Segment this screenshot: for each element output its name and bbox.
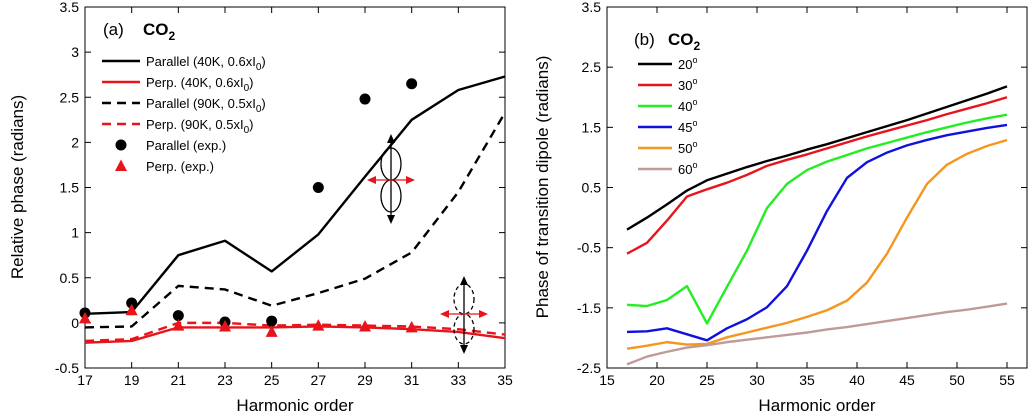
series-3-line [626, 123, 1008, 342]
x-tick-label: 25 [264, 372, 280, 388]
series-2-line [84, 111, 507, 329]
legend-label: Parallel (40K, 0.6xI0) [146, 54, 266, 73]
series-5-point [265, 325, 278, 337]
series-4-point [406, 78, 418, 90]
panel-a-legend: Parallel (40K, 0.6xI0) Perp. (40K, 0.6xI0… [102, 54, 266, 174]
panel-b-ylabel: Phase of transition dipole (radians) [533, 56, 552, 319]
y-tick-label: 0 [71, 315, 79, 331]
series-4-point [266, 315, 278, 327]
y-tick-label: 1.5 [60, 180, 80, 196]
y-tick-label: 0.5 [582, 180, 602, 196]
series-5-point [219, 319, 231, 332]
x-tick-label: 50 [949, 372, 965, 388]
legend-marker [115, 159, 127, 171]
y-tick-label: 3.5 [60, 0, 80, 15]
series-4-line [626, 138, 1008, 350]
series-5-line [626, 302, 1008, 366]
series-0-line [84, 75, 506, 316]
panel-b: 15 20 25 30 35 40 45 50 55 -2.5 -1.5 -0.5 0.5 1.5 2.5 3… [533, 0, 1028, 415]
panel-a-molecule: CO2 [143, 20, 176, 43]
panel-b-series [626, 85, 1008, 366]
legend-label: 20o [678, 55, 697, 72]
x-tick-label: 29 [357, 372, 373, 388]
x-tick-label: 20 [649, 372, 665, 388]
legend-label: Parallel (90K, 0.5xI0) [146, 96, 266, 115]
series-4-point [126, 297, 138, 309]
legend-label: Perp. (exp.) [146, 159, 214, 174]
panel-b-ticks: 15 20 25 30 35 40 45 50 55 -2.5 -1.5 -0.5 0.5 1.5 2.5 3… [577, 0, 1027, 388]
legend-label: 50o [678, 139, 697, 156]
series-3-line [84, 321, 506, 343]
y-tick-label: 2 [71, 134, 79, 150]
series-1-line [84, 325, 506, 344]
panel-a-series [79, 75, 507, 344]
panel-b-xlabel: Harmonic order [758, 396, 875, 415]
series-4-point [312, 182, 324, 193]
x-tick-label: 31 [404, 372, 420, 388]
legend-label: 60o [678, 160, 697, 177]
y-tick-label: 1.5 [582, 119, 602, 135]
x-tick-label: 30 [749, 372, 765, 388]
series-1-line [626, 96, 1008, 255]
panel-b-molecule: CO2 [668, 30, 701, 53]
legend-label: 40o [678, 97, 697, 114]
series-5-point [359, 319, 371, 332]
panel-a-ylabel: Relative phase (radians) [8, 95, 27, 279]
series-5-point [125, 303, 138, 316]
x-tick-label: 25 [699, 372, 715, 388]
y-tick-label: 2.5 [60, 89, 80, 105]
parallel-orbital-schematic [367, 134, 415, 224]
legend-label: Perp. (40K, 0.6xI0) [146, 75, 253, 94]
series-0-line [626, 85, 1008, 231]
x-tick-label: 19 [124, 372, 140, 388]
panel-b-label: (b) [634, 30, 655, 49]
legend-label: Parallel (exp.) [146, 138, 226, 153]
x-tick-label: 55 [999, 372, 1015, 388]
legend-marker [115, 139, 127, 151]
x-tick-label: 21 [171, 372, 187, 388]
series-5-point [312, 319, 325, 331]
series-5-point [172, 319, 185, 331]
x-tick-label: 15 [599, 372, 615, 388]
panel-a-label: (a) [103, 20, 124, 39]
panel-b-legend: 20o 30o 40o 45o 50o 60o [638, 55, 697, 177]
y-tick-label: 3.5 [582, 0, 602, 15]
x-tick-label: 35 [497, 372, 513, 388]
y-tick-label: -0.5 [577, 240, 601, 256]
y-tick-label: -0.5 [55, 360, 79, 376]
panel-a-xlabel: Harmonic order [236, 396, 353, 415]
x-tick-label: 33 [451, 372, 467, 388]
legend-label: 30o [678, 76, 697, 93]
series-4-point [359, 93, 371, 105]
y-tick-label: -2.5 [577, 360, 601, 376]
panel-a-ticks: 17 19 21 23 25 27 29 31 33 35 -0.5 0 0.5 1 1.5 2 2.5 3 3.5 [55, 0, 513, 388]
series-5-point [405, 320, 418, 333]
y-tick-label: 2.5 [582, 59, 602, 75]
x-tick-label: 45 [899, 372, 915, 388]
panel-a: 17 19 21 23 25 27 29 31 33 35 -0.5 0 0.5 1 1.5 2 2.5 3 3.5… [8, 0, 513, 415]
series-5-point [79, 311, 91, 324]
y-tick-label: 1 [71, 225, 79, 241]
legend-label: 45o [678, 118, 697, 135]
series-4-point [172, 310, 184, 322]
y-tick-label: -1.5 [577, 300, 601, 316]
y-tick-label: 0.5 [60, 270, 80, 286]
x-tick-label: 17 [77, 372, 93, 388]
series-2-line [626, 113, 1008, 325]
x-tick-label: 40 [849, 372, 865, 388]
legend-label: Perp. (90K, 0.5xI0) [146, 117, 253, 136]
x-tick-label: 23 [217, 372, 233, 388]
x-tick-label: 27 [311, 372, 327, 388]
x-tick-label: 35 [799, 372, 815, 388]
y-tick-label: 3 [71, 44, 79, 60]
perpendicular-orbital-schematic [440, 276, 488, 354]
